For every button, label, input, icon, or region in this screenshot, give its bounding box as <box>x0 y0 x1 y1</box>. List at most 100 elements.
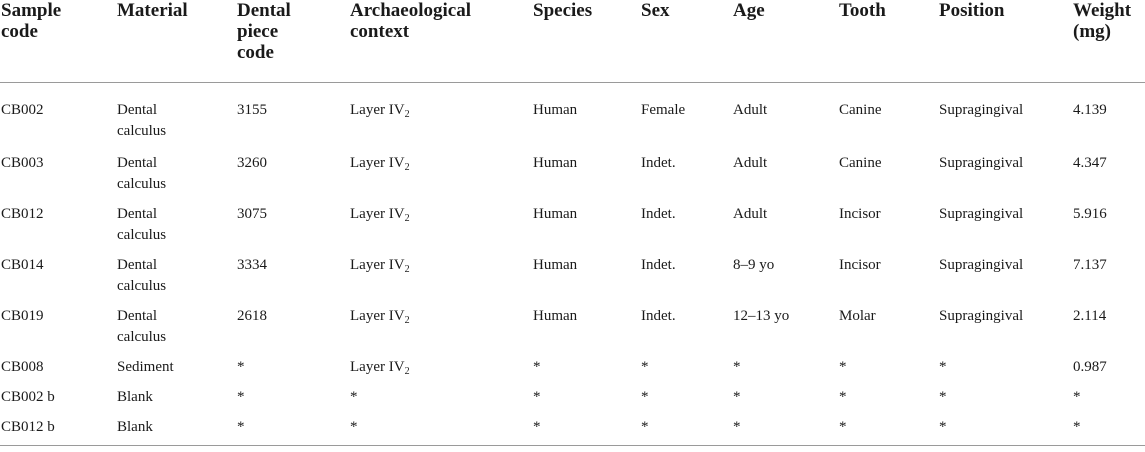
cell-age: * <box>733 359 741 375</box>
header-weight: Weight (mg) <box>1073 0 1145 83</box>
cell-age: 8–9 yo <box>733 257 775 273</box>
context-text: Layer IV <box>350 257 405 273</box>
cell-sample-code: CB019 <box>1 308 44 324</box>
cell-sex: * <box>641 389 649 405</box>
cell-material: Dental calculus <box>117 257 167 294</box>
cell-tooth: * <box>839 389 847 405</box>
context-text: Layer IV <box>350 359 405 375</box>
header-line: (mg) <box>1073 21 1111 42</box>
cell-tooth: Incisor <box>839 206 881 222</box>
cell-dental-piece-code: 3075 <box>237 206 267 222</box>
cell-species: Human <box>533 206 578 222</box>
header-line: Sample <box>1 0 62 21</box>
cell-age: Adult <box>733 206 768 222</box>
header-position: Position <box>939 0 1073 83</box>
cell-material: Blank <box>117 389 153 405</box>
cell-dental-piece-code: 3260 <box>237 155 267 171</box>
cell-position: Supragingival <box>939 308 1024 324</box>
cell-sample-code: CB014 <box>1 257 44 273</box>
header-line: code <box>1 21 38 42</box>
header-species: Species <box>533 0 641 83</box>
cell-species: * <box>533 359 541 375</box>
cell-weight: * <box>1073 389 1081 405</box>
cell-tooth: * <box>839 416 939 446</box>
cell-dental-piece-code: * <box>237 416 350 446</box>
cell-position: Supragingival <box>939 257 1024 273</box>
cell-tooth: Canine <box>839 102 882 118</box>
table-row: CB014 Dental calculus 3334 Layer IV2 Human Ind… <box>0 254 1145 305</box>
header-line: Sex <box>641 0 670 21</box>
cell-sex: Indet. <box>641 257 676 273</box>
cell-species: * <box>533 416 641 446</box>
context-subscript: 2 <box>404 366 410 377</box>
table-row: CB003 Dental calculus 3260 Layer IV2 Human Ind… <box>0 152 1145 203</box>
header-sex: Sex <box>641 0 733 83</box>
cell-material: Blank <box>117 416 237 446</box>
cell-material: Dental calculus <box>117 206 167 243</box>
cell-material: Dental calculus <box>117 155 167 192</box>
cell-context: * <box>350 386 533 416</box>
context-subscript: 2 <box>404 315 410 326</box>
cell-sample-code: CB012 <box>1 206 44 222</box>
header-age: Age <box>733 0 839 83</box>
cell-position: Supragingival <box>939 102 1024 118</box>
cell-species: Human <box>533 308 578 324</box>
cell-dental-piece-code: * <box>237 389 245 405</box>
cell-age: 12–13 yo <box>733 308 790 324</box>
context-subscript: 2 <box>404 213 410 224</box>
cell-context: Layer IV2 <box>350 254 533 305</box>
cell-weight: 5.916 <box>1073 206 1107 222</box>
header-material: Material <box>117 0 237 83</box>
cell-sample-code: CB012 b <box>0 416 117 446</box>
table-row: CB008 Sediment * Layer IV2 * * * * * 0.987 <box>0 356 1145 386</box>
header-sample-code: Sample code <box>0 0 117 83</box>
context-text: Layer IV <box>350 102 405 118</box>
context-text: * <box>350 389 358 405</box>
cell-sex: Indet. <box>641 206 676 222</box>
cell-species: * <box>533 389 541 405</box>
cell-tooth: * <box>839 359 847 375</box>
cell-age: Adult <box>733 155 768 171</box>
context-text: Layer IV <box>350 155 405 171</box>
cell-position: * <box>939 359 947 375</box>
cell-species: Human <box>533 155 578 171</box>
header-dental-piece-code: Dental piece code <box>237 0 350 83</box>
context-subscript: 2 <box>404 264 410 275</box>
cell-species: Human <box>533 102 578 118</box>
context-subscript: 2 <box>404 162 410 173</box>
context-subscript: 2 <box>404 109 410 120</box>
cell-material: Dental calculus <box>117 308 167 345</box>
context-text: Layer IV <box>350 206 405 222</box>
table-row: CB019 Dental calculus 2618 Layer IV2 Human Ind… <box>0 305 1145 356</box>
header-line: Weight <box>1073 0 1132 21</box>
cell-context: Layer IV2 <box>350 356 533 386</box>
cell-sex: Indet. <box>641 155 676 171</box>
table-row: CB012 Dental calculus 3075 Layer IV2 Human Ind… <box>0 203 1145 254</box>
cell-dental-piece-code: 3155 <box>237 102 267 118</box>
cell-position: Supragingival <box>939 206 1024 222</box>
cell-sample-code: CB002 b <box>1 389 55 405</box>
cell-sample-code: CB002 <box>1 102 44 118</box>
cell-material: Sediment <box>117 359 174 375</box>
cell-age: * <box>733 389 741 405</box>
cell-tooth: Canine <box>839 155 882 171</box>
cell-position: * <box>939 416 1073 446</box>
cell-sample-code: CB003 <box>1 155 44 171</box>
table-body: CB002 Dental calculus 3155 Layer IV2 Human Fem… <box>0 83 1145 446</box>
cell-weight: 2.114 <box>1073 308 1107 324</box>
cell-weight: 7.137 <box>1073 257 1107 273</box>
cell-dental-piece-code: 3334 <box>237 257 267 273</box>
cell-weight: * <box>1073 416 1145 446</box>
cell-sex: Female <box>641 102 686 118</box>
header-line: code <box>237 42 274 63</box>
cell-weight: 4.139 <box>1073 102 1107 118</box>
cell-tooth: Incisor <box>839 257 881 273</box>
table-row: CB002 Dental calculus 3155 Layer IV2 Human Fem… <box>0 83 1145 153</box>
header-line: Age <box>733 0 765 21</box>
cell-sex: * <box>641 416 733 446</box>
cell-position: Supragingival <box>939 155 1024 171</box>
cell-context: Layer IV2 <box>350 152 533 203</box>
header-archaeological-context: Archaeological context <box>350 0 533 83</box>
header-tooth: Tooth <box>839 0 939 83</box>
